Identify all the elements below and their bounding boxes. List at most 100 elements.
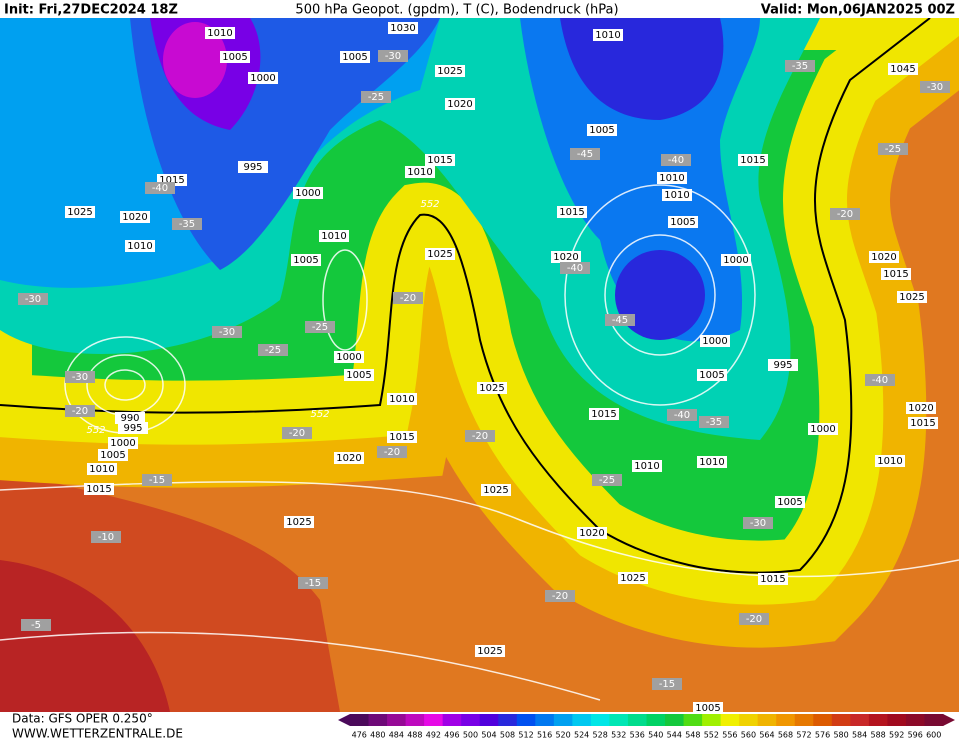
pressure-label-box	[405, 166, 435, 178]
temperature-label-box	[592, 474, 622, 486]
colorbar-cell	[479, 714, 499, 726]
pressure-label: 1010	[664, 190, 689, 201]
pressure-label: 1025	[477, 646, 502, 657]
pressure-label-box	[87, 463, 117, 475]
pressure-label: 1000	[723, 255, 748, 266]
pressure-label-box	[697, 456, 727, 468]
pressure-label-box	[693, 702, 723, 714]
temperature-label: -30	[72, 372, 88, 383]
pressure-label-box	[589, 408, 619, 420]
pressure-label-box	[387, 393, 417, 405]
pressure-label: 1015	[760, 574, 785, 585]
pressure-label: 1010	[127, 241, 152, 252]
pressure-label: 1000	[702, 336, 727, 347]
temperature-label-box	[18, 293, 48, 305]
pressure-label: 1005	[695, 703, 720, 714]
pressure-label: 1015	[427, 155, 452, 166]
pressure-label: 1000	[250, 73, 275, 84]
pressure-label: 1030	[390, 23, 415, 34]
colorbar-cell	[627, 714, 647, 726]
pressure-label-box	[662, 189, 692, 201]
colorbar-label: 524	[574, 731, 589, 740]
geopotential-label: 552	[310, 409, 329, 420]
colorbar-cell	[665, 714, 685, 726]
pressure-label: 1020	[908, 403, 933, 414]
temperature-label: -30	[25, 294, 41, 305]
temperature-label-box	[212, 326, 242, 338]
pressure-label: 1005	[589, 125, 614, 136]
colorbar-label: 596	[908, 731, 923, 740]
colorbar-cell	[757, 714, 777, 726]
colorbar-label: 568	[778, 731, 793, 740]
colorbar-cell	[868, 714, 888, 726]
temperature-label: -40	[668, 155, 684, 166]
temperature-label-box	[172, 218, 202, 230]
temperature-label: -25	[885, 144, 901, 155]
pressure-label-box	[869, 251, 899, 263]
temperature-label: -20	[289, 428, 305, 439]
pressure-label: 1010	[89, 464, 114, 475]
pressure-label: 1025	[899, 292, 924, 303]
pressure-label: 1010	[207, 28, 232, 39]
temperature-label: -15	[149, 475, 165, 486]
pressure-label: 1005	[670, 217, 695, 228]
colorbar-label: 552	[704, 731, 719, 740]
colorbar-cell	[720, 714, 740, 726]
temperature-label: -20	[472, 431, 488, 442]
pressure-label-box	[445, 98, 475, 110]
temperature-label: -40	[674, 410, 690, 421]
pressure-label: 1015	[740, 155, 765, 166]
pressure-label-box	[238, 161, 268, 173]
pressure-label-box	[808, 423, 838, 435]
colorbar-cell	[572, 714, 592, 726]
colorbar-cell	[739, 714, 759, 726]
pressure-label-box	[700, 335, 730, 347]
temperature-label-box	[282, 427, 312, 439]
pressure-label-box	[668, 216, 698, 228]
colorbar-cell	[535, 714, 555, 726]
pressure-label-box	[618, 572, 648, 584]
temperature-label: -40	[152, 183, 168, 194]
temperature-label: -20	[746, 614, 762, 625]
colorbar-cell	[368, 714, 388, 726]
colorbar-cell	[405, 714, 425, 726]
temperature-label: -30	[385, 51, 401, 62]
pressure-label-box	[908, 417, 938, 429]
pressure-label: 1000	[810, 424, 835, 435]
temperature-label-box	[465, 430, 495, 442]
temperature-label: -30	[750, 518, 766, 529]
pressure-label: 1005	[346, 370, 371, 381]
colorbar-label: 592	[889, 731, 904, 740]
map-labels: 1010100510001030100510251020101010451005…	[18, 22, 950, 714]
temperature-label: -20	[552, 591, 568, 602]
pressure-label: 1010	[877, 456, 902, 467]
pressure-label-box	[293, 187, 323, 199]
temperature-label: -20	[384, 447, 400, 458]
temperature-label: -10	[98, 532, 114, 543]
pressure-label: 1020	[447, 99, 472, 110]
colorbar-label: 548	[685, 731, 700, 740]
temperature-label-box	[65, 405, 95, 417]
colorbar-cell	[553, 714, 573, 726]
colorbar-cell	[850, 714, 870, 726]
pressure-label: 1025	[620, 573, 645, 584]
colorbar: 476 480 484 488 492 496 500 504 508 512 516 520 524 5…	[338, 714, 955, 740]
temperature-label: -20	[400, 293, 416, 304]
pressure-label: 1020	[871, 252, 896, 263]
temperature-label: -40	[567, 263, 583, 274]
colorbar-label: 476	[352, 731, 367, 740]
pressure-label: 1005	[342, 52, 367, 63]
pressure-label: 995	[243, 162, 262, 173]
pressure-label: 1015	[910, 418, 935, 429]
data-source: Data: GFS OPER 0.250°	[12, 712, 153, 726]
temperature-label: -25	[368, 92, 384, 103]
colorbar-label: 572	[796, 731, 811, 740]
pressure-label-box	[881, 268, 911, 280]
colorbar-label: 540	[648, 731, 663, 740]
colorbar-cell	[702, 714, 722, 726]
colorbar-label: 536	[630, 731, 645, 740]
pressure-label: 1025	[437, 66, 462, 77]
temperature-label-box	[560, 262, 590, 274]
pressure-label: 1015	[559, 207, 584, 218]
pressure-label: 1025	[483, 485, 508, 496]
